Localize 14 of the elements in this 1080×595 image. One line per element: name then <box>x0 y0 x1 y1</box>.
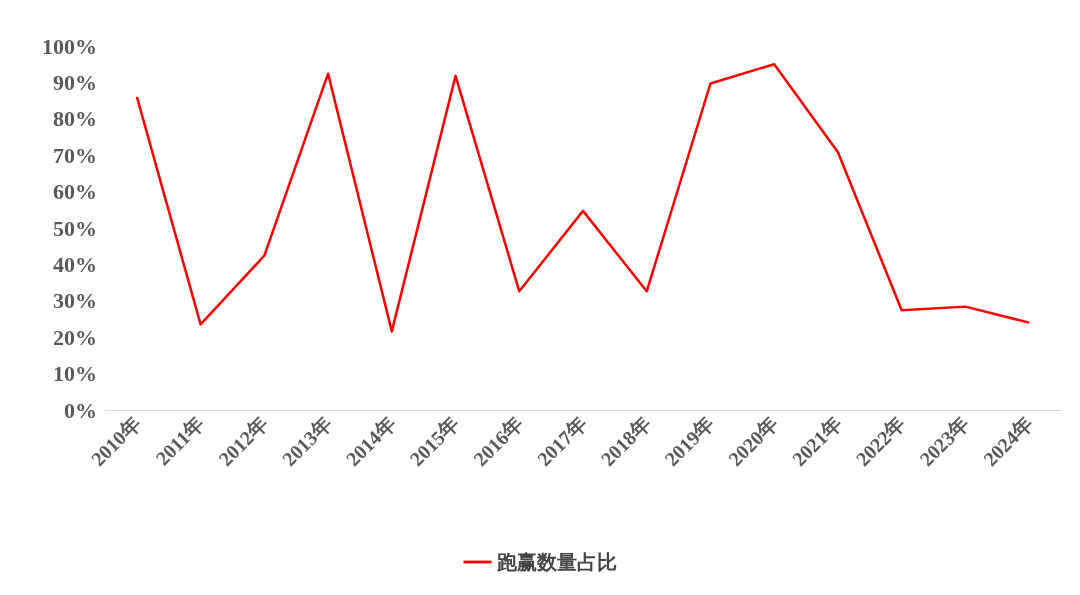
line-series <box>135 62 1031 333</box>
y-tick-label: 100% <box>42 33 97 59</box>
y-tick-label: 20% <box>53 324 97 350</box>
x-tick-label: 2011年 <box>151 412 209 470</box>
y-tick-label: 60% <box>53 179 97 205</box>
y-tick-label: 70% <box>53 142 97 168</box>
y-tick-label: 50% <box>53 215 97 241</box>
legend-label: 跑赢数量占比 <box>495 551 617 573</box>
y-tick-label: 10% <box>53 361 97 387</box>
y-tick-label: 40% <box>53 251 97 277</box>
y-tick-label: 0% <box>64 397 97 423</box>
y-tick-label: 90% <box>53 69 97 95</box>
y-tick-label: 80% <box>53 106 97 132</box>
y-tick-label: 30% <box>53 288 97 314</box>
